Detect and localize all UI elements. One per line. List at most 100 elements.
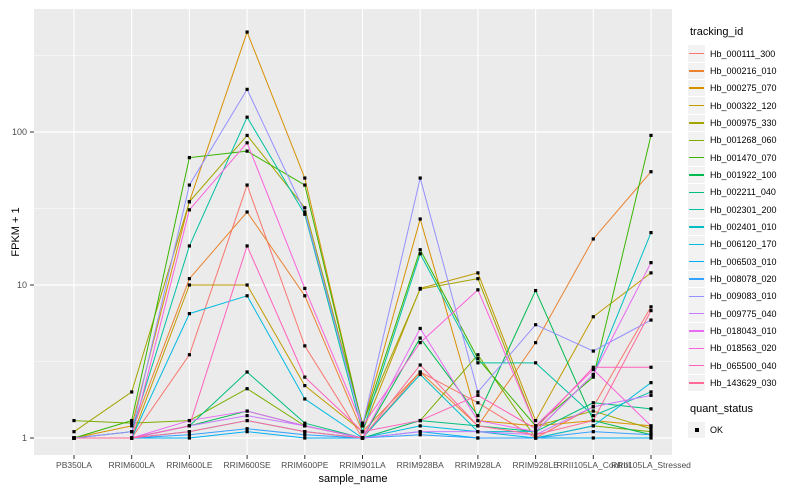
legend-key-line-icon — [688, 131, 705, 149]
y-tick-label: 1 — [22, 433, 27, 443]
data-point — [187, 312, 191, 316]
data-point — [591, 424, 595, 428]
legend-item: Hb_000975_330 — [688, 114, 800, 132]
data-point — [476, 424, 480, 428]
data-point — [187, 244, 191, 248]
data-point — [245, 183, 249, 187]
data-point — [649, 381, 653, 385]
data-point — [245, 409, 249, 413]
data-point — [130, 418, 134, 423]
legend-item-label: Hb_000275_070 — [710, 83, 777, 94]
legend-item: Hb_065500_040 — [688, 357, 800, 374]
data-point — [130, 430, 134, 434]
series-color-line — [689, 104, 704, 107]
data-point — [476, 436, 480, 440]
data-point — [476, 361, 480, 365]
legend-item-label: Hb_009775_040 — [710, 308, 777, 319]
x-tick-label: RRIM928LE — [512, 460, 559, 470]
data-point — [72, 436, 76, 440]
legend-panel: tracking_id Hb_000111_300 Hb_000216_010 Hb… — [688, 26, 800, 439]
data-point — [245, 283, 249, 287]
series-color-line — [689, 70, 704, 72]
series-color-line — [689, 260, 704, 263]
data-point — [303, 176, 307, 180]
data-point — [591, 237, 595, 241]
data-point — [476, 353, 480, 357]
quant-status-label: OK — [710, 425, 724, 436]
legend-item-label: Hb_065500_040 — [710, 360, 777, 371]
legend-key-line-icon — [688, 322, 705, 340]
legend-item-label: Hb_002301_200 — [710, 204, 777, 215]
data-point — [303, 421, 307, 425]
data-point — [476, 418, 480, 423]
legend-key-line-icon — [688, 374, 705, 392]
series-color-line — [689, 295, 704, 297]
data-point — [534, 361, 538, 365]
data-point — [187, 433, 191, 437]
data-point — [534, 424, 538, 428]
black-square-point-icon — [694, 428, 699, 433]
data-point — [591, 349, 595, 353]
data-point — [303, 206, 307, 210]
legend-key-line-icon — [688, 149, 705, 166]
x-tick-label: RRIM928BA — [397, 460, 445, 470]
series-color-line — [689, 278, 704, 280]
x-tick-label: RRIM600SE — [223, 460, 271, 470]
data-point — [360, 424, 365, 428]
data-point — [418, 341, 422, 345]
data-point — [418, 430, 422, 434]
data-point — [649, 133, 653, 138]
legend-item: Hb_001470_070 — [688, 149, 800, 166]
series-color-line — [689, 382, 704, 384]
data-point — [418, 287, 422, 291]
data-point — [649, 318, 653, 322]
data-point — [360, 430, 365, 434]
data-point — [591, 430, 595, 434]
data-point — [245, 430, 249, 434]
data-point — [534, 427, 538, 431]
data-point — [649, 170, 653, 174]
legend-item-label: Hb_018043_010 — [710, 326, 777, 336]
data-point — [649, 427, 653, 431]
data-point — [534, 430, 538, 434]
data-point — [649, 430, 653, 434]
legend-key-line-icon — [688, 253, 705, 270]
data-point — [130, 421, 134, 425]
legend-key-line-icon — [688, 288, 705, 305]
legend-key-line-icon — [688, 166, 705, 184]
legend-key-line-icon — [688, 183, 705, 201]
data-point — [245, 370, 249, 374]
data-point — [303, 212, 307, 216]
data-point — [245, 244, 249, 248]
data-point — [418, 217, 422, 221]
data-point — [303, 286, 307, 291]
data-point — [187, 353, 191, 357]
data-point — [649, 436, 653, 440]
data-point — [245, 294, 249, 298]
data-point — [534, 323, 538, 327]
data-point — [303, 375, 307, 379]
legend-key-line-icon — [688, 45, 705, 62]
x-tick-label: RRIM600PE — [281, 460, 329, 470]
series-color-line — [689, 208, 704, 211]
legend-item-label: Hb_001922_100 — [710, 169, 777, 180]
data-point — [591, 372, 595, 377]
data-point — [649, 390, 653, 394]
data-point — [476, 430, 480, 434]
legend-item-label: Hb_002211_040 — [710, 187, 776, 198]
data-point — [245, 418, 249, 423]
data-point — [476, 271, 480, 275]
data-point — [130, 424, 134, 428]
data-point — [303, 424, 307, 428]
legend-item-label: Hb_008078_020 — [710, 273, 777, 284]
data-point — [187, 208, 191, 212]
x-tick-label: PB350LA — [56, 460, 92, 470]
x-tick-label: RRIM600LE — [166, 460, 213, 470]
data-point — [72, 430, 76, 434]
data-point — [649, 261, 653, 265]
data-point — [591, 436, 595, 440]
x-tick-label: RRIM600LA — [109, 460, 156, 470]
legend-item: Hb_001268_060 — [688, 131, 800, 149]
data-point — [360, 436, 365, 440]
legend-key-line-icon — [688, 62, 705, 80]
